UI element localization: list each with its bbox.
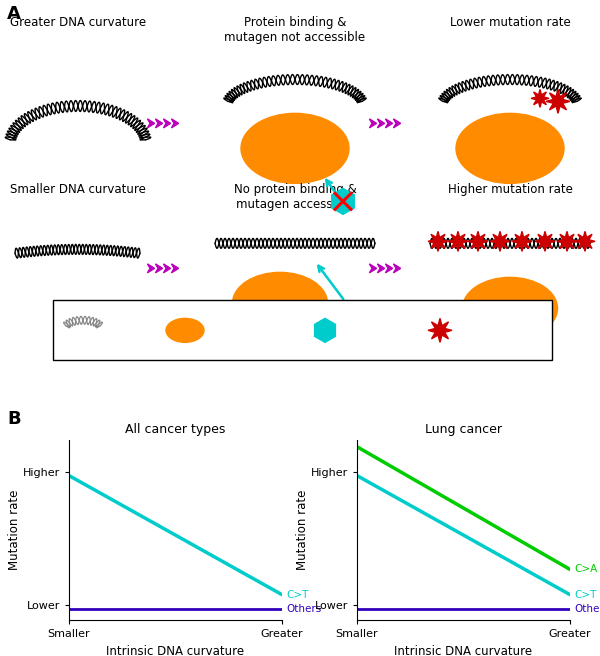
Polygon shape — [385, 119, 392, 128]
Y-axis label: Mutation rate: Mutation rate — [8, 489, 22, 570]
FancyBboxPatch shape — [53, 300, 552, 360]
Polygon shape — [377, 119, 385, 128]
Ellipse shape — [241, 113, 349, 184]
Ellipse shape — [456, 113, 564, 184]
Text: Greater DNA curvature: Greater DNA curvature — [10, 16, 146, 30]
Text: Protein: Protein — [210, 324, 251, 337]
Polygon shape — [155, 119, 163, 128]
Title: All cancer types: All cancer types — [125, 422, 226, 436]
Polygon shape — [163, 264, 170, 273]
Y-axis label: Mutation rate: Mutation rate — [296, 489, 310, 570]
Text: Lower mutation rate: Lower mutation rate — [449, 16, 571, 30]
Polygon shape — [468, 232, 488, 251]
Polygon shape — [155, 264, 163, 273]
X-axis label: Intrinsic DNA curvature: Intrinsic DNA curvature — [106, 644, 245, 656]
Polygon shape — [332, 188, 354, 215]
Polygon shape — [370, 264, 377, 273]
Polygon shape — [535, 232, 555, 251]
Text: Higher mutation rate: Higher mutation rate — [448, 184, 572, 196]
Polygon shape — [385, 264, 392, 273]
Text: Mutation: Mutation — [457, 324, 509, 337]
Text: Mutagen: Mutagen — [342, 324, 394, 337]
Polygon shape — [428, 232, 448, 251]
Polygon shape — [546, 89, 570, 113]
Text: Protein binding &
mutagen not accessible: Protein binding & mutagen not accessible — [224, 16, 365, 45]
Polygon shape — [148, 264, 155, 273]
Polygon shape — [172, 119, 179, 128]
Polygon shape — [336, 300, 358, 327]
Polygon shape — [163, 119, 170, 128]
Polygon shape — [490, 232, 510, 251]
Polygon shape — [394, 119, 401, 128]
Text: C>T: C>T — [286, 590, 308, 600]
Text: C>T: C>T — [574, 590, 596, 600]
X-axis label: Intrinsic DNA curvature: Intrinsic DNA curvature — [394, 644, 533, 656]
Ellipse shape — [166, 318, 204, 342]
Polygon shape — [557, 232, 577, 251]
Text: DNA: DNA — [107, 324, 133, 337]
Title: Lung cancer: Lung cancer — [425, 422, 502, 436]
Polygon shape — [512, 232, 532, 251]
Text: Others: Others — [574, 604, 600, 614]
Text: A: A — [7, 5, 21, 22]
Text: Others: Others — [286, 604, 322, 614]
Polygon shape — [394, 264, 401, 273]
Ellipse shape — [233, 272, 328, 335]
Text: Smaller DNA curvature: Smaller DNA curvature — [10, 184, 146, 196]
Polygon shape — [428, 318, 452, 342]
Text: C>A: C>A — [574, 564, 598, 575]
Ellipse shape — [463, 277, 557, 339]
Polygon shape — [148, 119, 155, 128]
Polygon shape — [370, 119, 377, 128]
Polygon shape — [575, 232, 595, 251]
Polygon shape — [531, 89, 549, 108]
Polygon shape — [314, 318, 335, 342]
Polygon shape — [172, 264, 179, 273]
Polygon shape — [448, 232, 468, 251]
Text: B: B — [7, 410, 21, 428]
Text: No protein binding &
mutagen accessible: No protein binding & mutagen accessible — [233, 184, 356, 211]
Polygon shape — [377, 264, 385, 273]
